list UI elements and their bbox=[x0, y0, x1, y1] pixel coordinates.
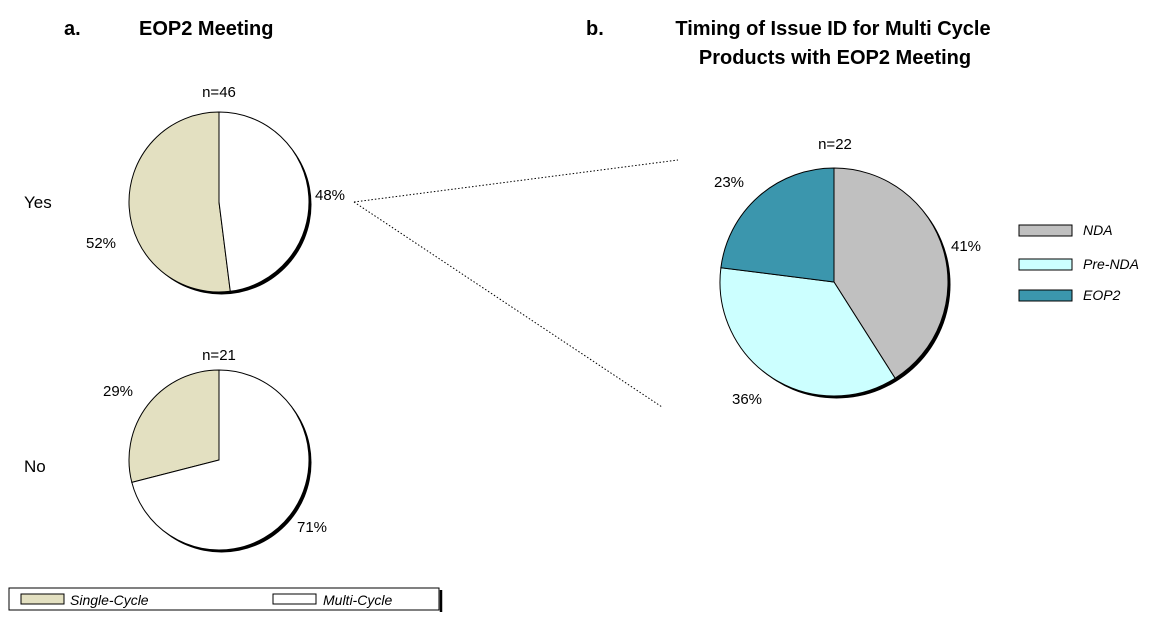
pie-no bbox=[128, 369, 312, 553]
legend-label-single-cycle: Single-Cycle bbox=[70, 592, 149, 608]
panel-b-title-line-2: Products with EOP2 Meeting bbox=[699, 47, 971, 69]
slice-label-eop2: 23% bbox=[714, 174, 744, 191]
pie-yes bbox=[128, 111, 312, 295]
slice-label-yes-single: 52% bbox=[86, 235, 116, 252]
n-label-yes: n=46 bbox=[202, 84, 236, 101]
legend-swatch-pre-nda bbox=[1018, 258, 1073, 271]
connector-line-top bbox=[353, 159, 679, 203]
legend-a-frame bbox=[8, 587, 440, 611]
legend-b: NDA Pre-NDA EOP2 bbox=[1018, 222, 1139, 303]
pie-yes-slice-multi-cycle bbox=[218, 111, 310, 292]
legend-swatch-multi-cycle bbox=[272, 593, 317, 605]
n-label-b: n=22 bbox=[818, 136, 852, 153]
legend-label-multi-cycle: Multi-Cycle bbox=[323, 592, 392, 608]
pie-timing-slice-eop2 bbox=[720, 167, 835, 283]
row-label-yes: Yes bbox=[24, 193, 52, 212]
legend-label-eop2: EOP2 bbox=[1083, 287, 1121, 303]
n-label-no: n=21 bbox=[202, 347, 236, 364]
legend-label-pre-nda: Pre-NDA bbox=[1083, 256, 1139, 272]
slice-label-nda: 41% bbox=[951, 238, 981, 255]
pie-no-slice-single-cycle bbox=[128, 369, 220, 483]
slice-label-no-single: 29% bbox=[103, 383, 133, 400]
pie-timing-slice-pre-nda bbox=[719, 267, 896, 397]
slice-label-no-multi: 71% bbox=[297, 519, 327, 536]
connector-line-bottom bbox=[353, 201, 663, 408]
pie-timing bbox=[719, 167, 951, 399]
slice-label-yes-multi: 48% bbox=[315, 187, 345, 204]
legend-swatch-nda bbox=[1018, 224, 1073, 237]
pie-no-slice-multi-cycle bbox=[131, 369, 310, 551]
pie-timing-slice-nda bbox=[833, 167, 949, 379]
legend-label-nda: NDA bbox=[1083, 222, 1113, 238]
legend-swatch-eop2 bbox=[1018, 289, 1073, 302]
row-label-no: No bbox=[24, 457, 46, 476]
panel-b-title-line-1: Timing of Issue ID for Multi Cycle bbox=[675, 18, 990, 40]
panel-b-letter: b. bbox=[586, 18, 604, 40]
legend-swatch-single-cycle bbox=[20, 593, 65, 605]
panel-a-title: EOP2 Meeting bbox=[139, 18, 273, 40]
panel-a-letter: a. bbox=[64, 18, 81, 40]
legend-a: Single-Cycle Multi-Cycle bbox=[8, 587, 443, 612]
pie-yes-slice-single-cycle bbox=[128, 111, 231, 293]
slice-label-pre-nda: 36% bbox=[732, 391, 762, 408]
